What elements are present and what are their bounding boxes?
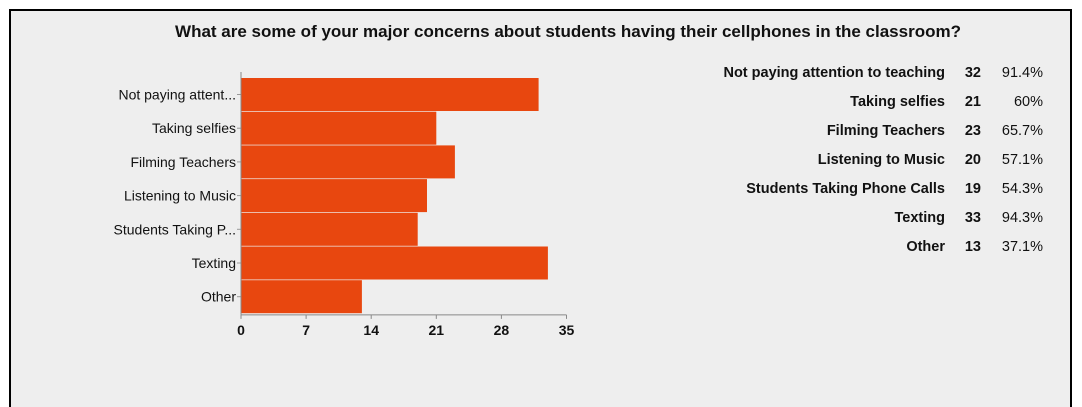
summary-label: Other — [906, 238, 945, 255]
summary-percent: 94.3% — [1001, 209, 1043, 226]
bar-2 — [241, 145, 455, 179]
response-summary-table: Not paying attention to teaching 32 91.4% T… — [600, 58, 1043, 261]
summary-row: Not paying attention to teaching 32 91.4% — [600, 58, 1043, 87]
summary-label: Texting — [894, 209, 945, 226]
summary-count: 23 — [964, 122, 981, 139]
y-tick-label: Listening to Music — [124, 188, 236, 204]
summary-percent: 57.1% — [1001, 151, 1043, 168]
axis-layer: Not paying attent... Taking selfies Filmin… — [114, 72, 575, 338]
summary-count: 19 — [964, 180, 981, 197]
y-tick-label: Other — [201, 289, 236, 305]
summary-label: Listening to Music — [817, 151, 945, 168]
chart-title: What are some of your major concerns abo… — [175, 22, 961, 41]
summary-count: 20 — [964, 151, 981, 168]
summary-percent: 91.4% — [1001, 64, 1043, 81]
summary-label: Filming Teachers — [826, 122, 945, 139]
summary-row: Listening to Music 20 57.1% — [600, 145, 1043, 174]
x-tick-label: 28 — [494, 322, 510, 338]
bars-layer — [241, 78, 548, 314]
summary-percent: 60% — [1013, 93, 1043, 110]
y-tick-label: Not paying attent... — [118, 87, 236, 103]
summary-percent: 65.7% — [1001, 122, 1043, 139]
y-tick-label: Texting — [192, 255, 236, 271]
bar-4 — [241, 212, 418, 246]
summary-row: Other 13 37.1% — [600, 232, 1043, 261]
bar-0 — [241, 78, 539, 111]
chart-panel — [9, 9, 1072, 407]
summary-count: 21 — [964, 93, 981, 110]
x-tick-label: 7 — [302, 322, 310, 338]
summary-row: Filming Teachers 23 65.7% — [600, 116, 1043, 145]
bar-6 — [241, 280, 362, 314]
summary-row: Students Taking Phone Calls 19 54.3% — [600, 174, 1043, 203]
bar-5 — [241, 246, 548, 280]
summary-percent: 37.1% — [1001, 238, 1043, 255]
y-tick-label: Taking selfies — [152, 120, 236, 136]
x-tick-label: 0 — [237, 322, 245, 338]
summary-count: 33 — [964, 209, 981, 226]
summary-count: 13 — [964, 238, 981, 255]
summary-label: Students Taking Phone Calls — [746, 180, 945, 197]
summary-label: Not paying attention to teaching — [723, 64, 945, 81]
bar-1 — [241, 111, 437, 145]
y-tick-label: Filming Teachers — [130, 154, 236, 170]
summary-count: 32 — [964, 64, 981, 81]
x-tick-label: 21 — [429, 322, 445, 338]
summary-row: Texting 33 94.3% — [600, 203, 1043, 232]
summary-row: Taking selfies 21 60% — [600, 87, 1043, 116]
summary-label: Taking selfies — [850, 93, 945, 110]
x-tick-label: 35 — [559, 322, 575, 338]
summary-percent: 54.3% — [1001, 180, 1043, 197]
bar-3 — [241, 179, 427, 213]
x-tick-label: 14 — [363, 322, 379, 338]
y-tick-label: Students Taking P... — [114, 221, 236, 237]
